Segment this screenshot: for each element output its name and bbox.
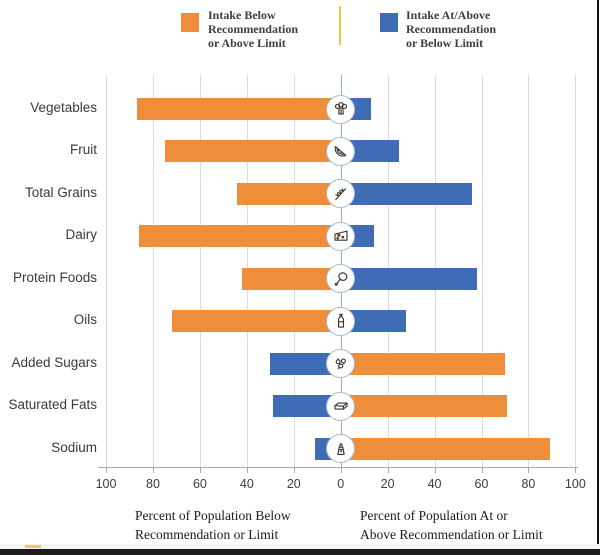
tick-mark bbox=[246, 467, 248, 473]
vegetables-left-bar bbox=[136, 98, 341, 120]
category-label-dairy: Dairy bbox=[65, 227, 97, 243]
cheese-icon bbox=[326, 221, 356, 251]
sodium-right-bar bbox=[340, 437, 550, 460]
category-label-fruit: Fruit bbox=[70, 142, 97, 158]
tick-label: 80 bbox=[521, 477, 536, 491]
category-label-total-grains: Total Grains bbox=[24, 184, 97, 200]
dairy-left-bar bbox=[138, 225, 341, 248]
bottom-band bbox=[0, 544, 600, 549]
salt-shaker-icon bbox=[326, 434, 356, 464]
fruit-slice-icon bbox=[326, 136, 356, 166]
tick-mark bbox=[199, 467, 201, 473]
legend-swatch-below bbox=[181, 13, 199, 32]
tick-mark bbox=[293, 467, 295, 473]
category-label-vegetables: Vegetables bbox=[30, 100, 97, 115]
tick-label: 0 bbox=[337, 477, 345, 491]
tick-mark bbox=[106, 467, 108, 473]
legend-label-at-above: Intake At/Above Recommendation or Below … bbox=[406, 8, 496, 51]
legend-label-below: Intake Below Recommendation or Above Lim… bbox=[208, 8, 298, 51]
oil-bottle-icon bbox=[326, 306, 356, 336]
bottom-scroll-accent bbox=[25, 545, 41, 548]
broccoli-icon bbox=[326, 94, 356, 124]
window-right-border bbox=[597, 0, 599, 555]
x-axis-title-left: Percent of Population Below Recommendati… bbox=[135, 508, 291, 542]
tick-mark bbox=[387, 467, 389, 473]
oils-right-bar bbox=[340, 310, 407, 333]
gridline bbox=[106, 75, 108, 467]
tick-mark bbox=[152, 467, 154, 473]
x-axis-title-right: Percent of Population At or Above Recomm… bbox=[360, 508, 543, 542]
saturated-fats-right-bar bbox=[340, 395, 508, 418]
category-label-protein-foods: Protein Foods bbox=[12, 269, 97, 285]
tick-label: 60 bbox=[192, 477, 207, 491]
bottom-taskbar-edge bbox=[0, 549, 600, 555]
fruit-left-bar bbox=[164, 140, 341, 163]
gridline bbox=[528, 75, 530, 467]
tick-label: 20 bbox=[380, 477, 395, 491]
tick-label: 40 bbox=[239, 477, 254, 491]
tick-mark bbox=[340, 467, 342, 473]
tick-label: 20 bbox=[286, 477, 301, 491]
category-label-oils: Oils bbox=[73, 312, 97, 328]
added-sugars-left-bar bbox=[270, 352, 341, 375]
x-axis-line bbox=[98, 467, 578, 468]
oils-left-bar bbox=[171, 310, 341, 333]
fruit-right-bar bbox=[340, 140, 400, 163]
drumstick-icon bbox=[326, 264, 356, 294]
protein-foods-right-bar bbox=[340, 267, 477, 290]
gridline bbox=[152, 75, 154, 467]
plot-area bbox=[0, 75, 600, 467]
tick-mark bbox=[528, 467, 530, 473]
tick-label: 100 bbox=[95, 477, 117, 491]
category-label-sodium: Sodium bbox=[51, 439, 97, 455]
gridline bbox=[199, 75, 201, 467]
protein-foods-left-bar bbox=[242, 267, 341, 290]
tick-label: 80 bbox=[146, 477, 160, 491]
gridline bbox=[481, 75, 483, 467]
saturated-fats-left-bar bbox=[272, 395, 341, 418]
gridline bbox=[575, 75, 577, 467]
tick-label: 40 bbox=[427, 477, 442, 491]
legend-swatch-at-above bbox=[380, 13, 398, 32]
tick-mark bbox=[575, 467, 577, 473]
category-label-saturated-fats: Saturated Fats bbox=[8, 397, 97, 413]
added-sugars-right-bar bbox=[340, 352, 505, 375]
category-label-added-sugars: Added Sugars bbox=[11, 354, 97, 370]
sugar-cubes-icon bbox=[326, 349, 356, 379]
tick-label: 60 bbox=[474, 477, 489, 491]
total-grains-right-bar bbox=[340, 182, 473, 205]
tick-mark bbox=[481, 467, 483, 473]
tick-label: 100 bbox=[564, 477, 586, 491]
legend-divider bbox=[339, 6, 341, 45]
total-grains-left-bar bbox=[237, 182, 341, 205]
wheat-icon bbox=[326, 179, 356, 209]
tick-mark bbox=[434, 467, 436, 473]
butter-icon bbox=[326, 391, 356, 421]
